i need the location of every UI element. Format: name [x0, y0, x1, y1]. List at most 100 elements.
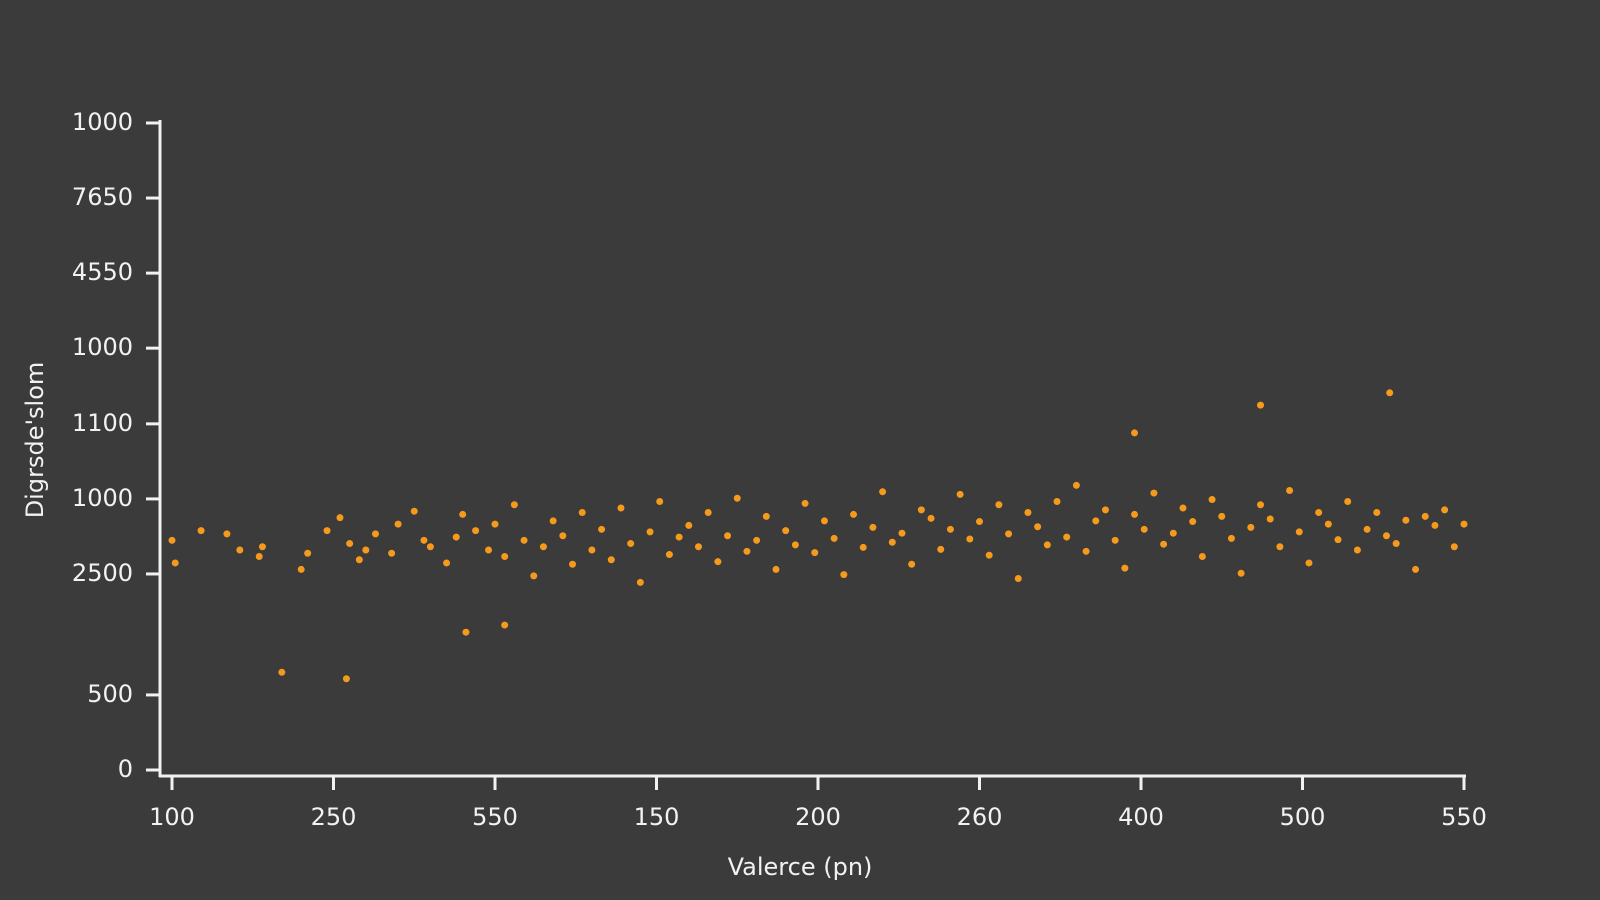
point — [1131, 429, 1139, 437]
y-tick-label: 0 — [118, 755, 133, 783]
point — [1063, 533, 1071, 541]
point — [1353, 546, 1361, 554]
point — [1169, 529, 1177, 537]
x-tick-label: 200 — [795, 803, 841, 831]
point — [762, 512, 770, 520]
point — [1101, 506, 1109, 514]
point — [510, 501, 518, 509]
point — [772, 565, 780, 573]
point — [1441, 506, 1449, 514]
point — [342, 675, 350, 683]
point — [840, 571, 848, 579]
point — [820, 517, 828, 525]
point — [569, 560, 577, 568]
point — [1208, 496, 1216, 504]
point — [578, 508, 586, 516]
y-tick-label: 1000 — [72, 333, 133, 361]
point — [714, 558, 722, 566]
point — [1257, 501, 1265, 509]
point — [869, 523, 877, 531]
point — [733, 494, 741, 502]
point — [1189, 518, 1197, 526]
y-tick-label: 500 — [87, 680, 133, 708]
point — [1140, 525, 1148, 533]
point — [472, 527, 480, 535]
point — [1043, 541, 1051, 549]
point — [1257, 401, 1265, 409]
point — [278, 668, 286, 676]
point — [1160, 540, 1168, 548]
point — [791, 541, 799, 549]
point — [1373, 508, 1381, 516]
point — [985, 551, 993, 559]
point — [1460, 520, 1468, 528]
point — [1005, 530, 1013, 538]
point — [1024, 508, 1032, 516]
point — [171, 559, 179, 567]
y-tick-label: 4550 — [72, 258, 133, 286]
y-tick-label: 1100 — [72, 409, 133, 437]
point — [704, 508, 712, 516]
point — [410, 507, 418, 515]
point — [443, 559, 451, 567]
point — [1014, 574, 1022, 582]
point — [617, 504, 625, 512]
point — [501, 552, 509, 560]
x-tick-label: 100 — [149, 803, 195, 831]
point — [258, 543, 266, 551]
point — [917, 506, 925, 514]
point — [976, 518, 983, 526]
point — [539, 543, 547, 551]
point — [1266, 515, 1274, 523]
point — [388, 549, 396, 557]
point — [1334, 536, 1342, 544]
point — [1276, 543, 1284, 551]
point — [1227, 534, 1235, 542]
point — [830, 534, 838, 542]
point — [420, 536, 428, 544]
point — [1295, 528, 1303, 536]
point — [520, 536, 528, 544]
point — [1431, 521, 1439, 529]
y-tick-label: 7650 — [72, 183, 133, 211]
point — [297, 565, 305, 573]
point — [485, 546, 493, 554]
x-tick-label: 550 — [472, 803, 518, 831]
point — [743, 547, 751, 555]
point — [452, 533, 460, 541]
x-axis-label: Valerce (pn) — [728, 853, 873, 881]
point — [1421, 512, 1429, 520]
point — [879, 488, 887, 496]
point — [937, 545, 945, 553]
point — [811, 549, 819, 557]
point — [927, 514, 935, 522]
point — [1237, 569, 1245, 577]
point — [1218, 512, 1226, 520]
point — [355, 556, 363, 564]
point — [753, 536, 761, 544]
point — [850, 510, 858, 518]
point — [491, 520, 499, 528]
point — [236, 546, 244, 554]
point — [656, 497, 664, 505]
point — [549, 517, 557, 525]
point — [1179, 504, 1187, 512]
point — [336, 514, 344, 522]
point — [1344, 497, 1352, 505]
y-tick-label: 2500 — [72, 559, 133, 587]
point — [346, 540, 354, 548]
point — [995, 501, 1003, 509]
point — [1363, 525, 1371, 533]
point — [1305, 559, 1313, 567]
point — [530, 572, 538, 580]
point — [1402, 516, 1410, 524]
point — [627, 540, 635, 548]
point — [782, 527, 790, 535]
point — [675, 533, 683, 541]
point — [1392, 540, 1400, 548]
point — [1082, 547, 1090, 555]
point — [1121, 564, 1129, 572]
y-axis-label: Digrsde'slom — [21, 362, 49, 519]
point — [1386, 389, 1394, 397]
